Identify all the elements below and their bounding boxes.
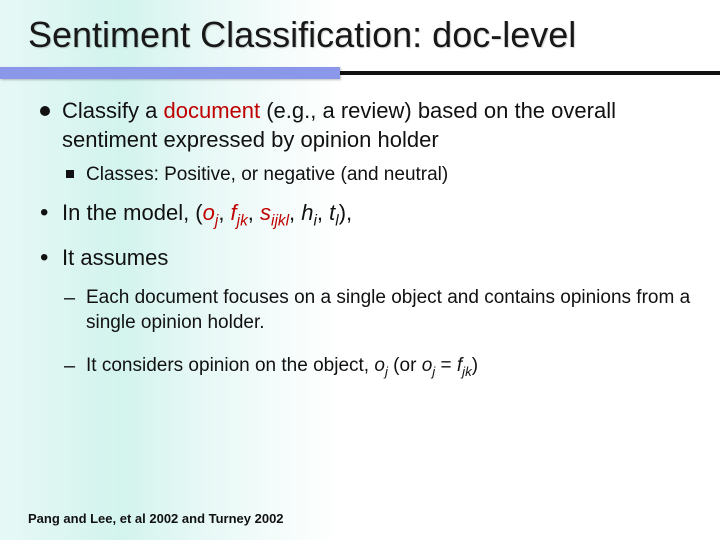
bullet-1a: Classes: Positive, or negative (and neut… bbox=[62, 163, 692, 188]
tuple-f-sub: jk bbox=[237, 213, 248, 230]
b1a-text: Classes: Positive, or negative (and neut… bbox=[86, 164, 448, 185]
body-content: Classify a document (e.g., a review) bas… bbox=[28, 97, 692, 379]
comma4: , bbox=[317, 200, 329, 225]
bullet-1-sublist: Classes: Positive, or negative (and neut… bbox=[62, 163, 692, 188]
comma2: , bbox=[248, 200, 260, 225]
b3b-mid: (or bbox=[388, 355, 422, 376]
b3b-post: ) bbox=[472, 355, 478, 376]
tuple-s: s bbox=[260, 200, 271, 225]
slide-title: Sentiment Classification: doc-level bbox=[28, 14, 692, 55]
bullet-3: It assumes Each document focuses on a si… bbox=[36, 244, 692, 380]
bullet-1: Classify a document (e.g., a review) bas… bbox=[36, 97, 692, 187]
b3b-o2: o bbox=[422, 355, 433, 376]
bullet-list-lvl1: Classify a document (e.g., a review) bas… bbox=[36, 97, 692, 379]
b1-emphasis: document bbox=[163, 98, 260, 123]
bullet-2: In the model, (oj, fjk, sijkl, hi, tl), bbox=[36, 199, 692, 231]
rule-purple bbox=[0, 67, 340, 79]
bullet-3a: Each document focuses on a single object… bbox=[62, 286, 692, 335]
footer-citation: Pang and Lee, et al 2002 and Turney 2002 bbox=[28, 511, 284, 526]
comma1: , bbox=[218, 200, 230, 225]
b2-pre: In the model, ( bbox=[62, 200, 203, 225]
b3b-f-sub: jk bbox=[462, 363, 472, 378]
tuple-h: h bbox=[301, 200, 313, 225]
b3a-text: Each document focuses on a single object… bbox=[86, 287, 690, 333]
bullet-3-sublist: Each document focuses on a single object… bbox=[62, 286, 692, 379]
tuple-o: o bbox=[203, 200, 215, 225]
b3-text: It assumes bbox=[62, 245, 168, 270]
title-prefix: Sentiment Classification bbox=[28, 14, 412, 55]
title-suffix: : doc-level bbox=[412, 14, 576, 55]
tuple-s-sub: ijkl bbox=[271, 213, 289, 230]
bullet-3b: It considers opinion on the object, oj (… bbox=[62, 354, 692, 380]
title-underline bbox=[0, 65, 720, 79]
b3b-o: o bbox=[374, 355, 385, 376]
b2-post: ), bbox=[339, 200, 352, 225]
b3b-eq: = bbox=[435, 355, 457, 376]
b1-pre: Classify a bbox=[62, 98, 163, 123]
slide-content: Sentiment Classification: doc-level Clas… bbox=[0, 0, 720, 540]
b3b-pre: It considers opinion on the object, bbox=[86, 355, 374, 376]
comma3: , bbox=[289, 200, 301, 225]
